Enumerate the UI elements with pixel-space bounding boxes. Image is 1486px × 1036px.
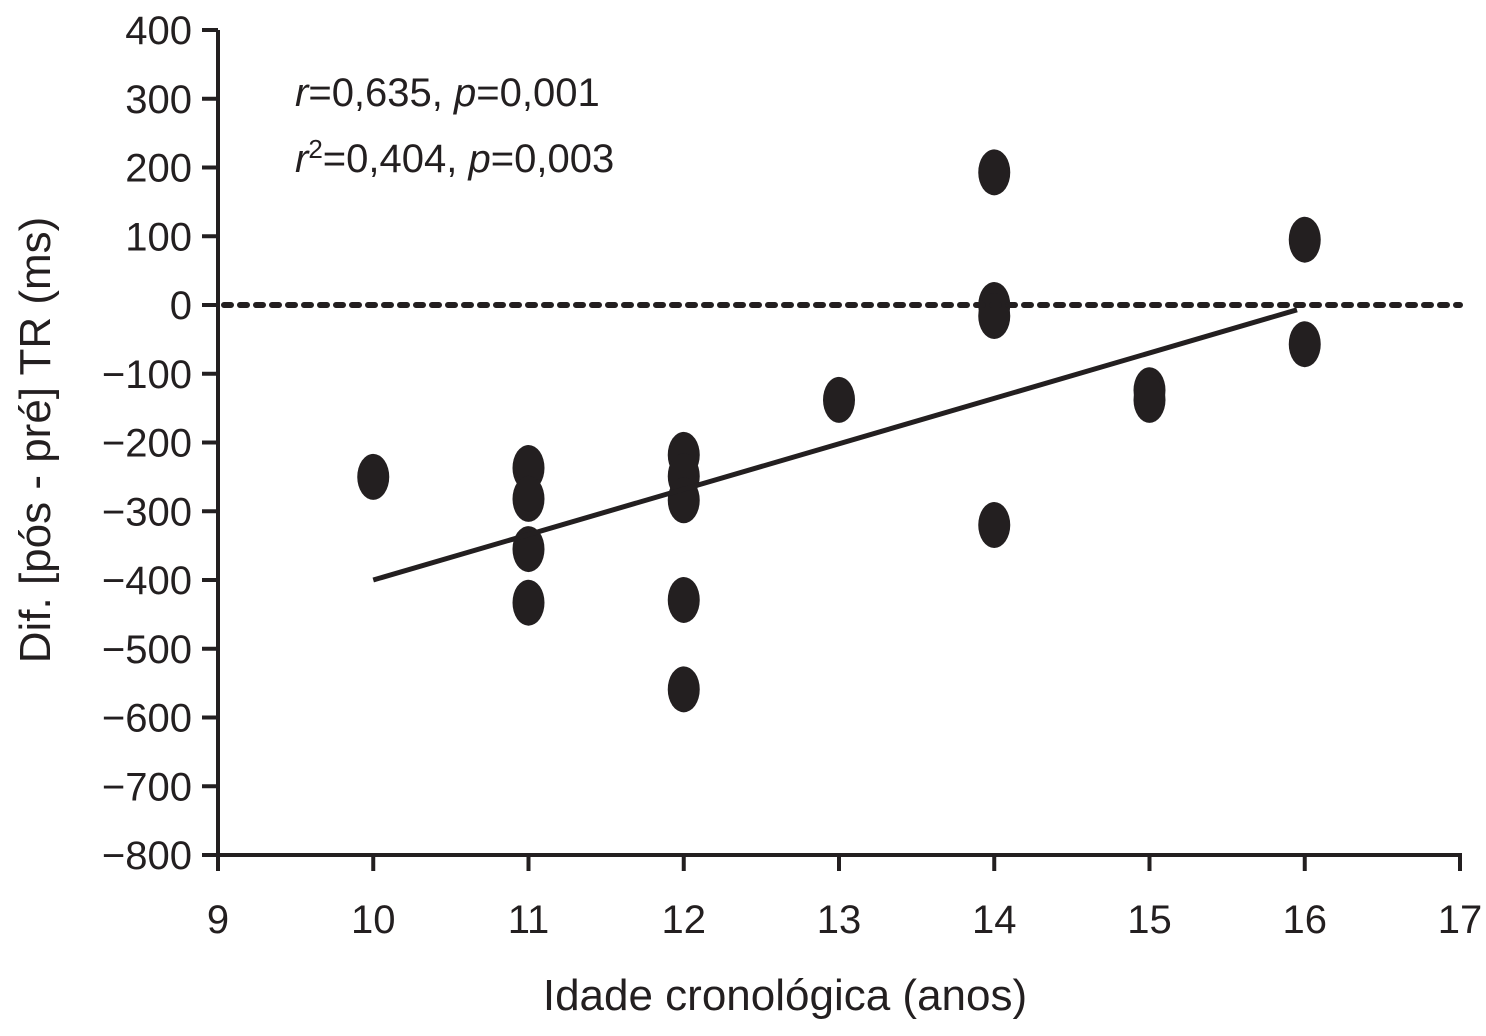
- data-point: [823, 376, 855, 423]
- y-tick-label: −100: [102, 353, 192, 397]
- x-tick-label: 12: [662, 898, 707, 942]
- data-point: [978, 293, 1011, 339]
- y-axis-label: Dif. [pós - pré] TR (ms): [11, 217, 60, 664]
- x-axis-label: Idade cronológica (anos): [543, 971, 1027, 1020]
- y-ticks: 400 300 200 100 0 −100 −200 −300 −400 −500 −600 −70…: [102, 9, 218, 878]
- data-point: [667, 576, 700, 623]
- data-point: [1288, 216, 1321, 263]
- y-tick-label: −300: [102, 490, 192, 534]
- x-tick-label: 16: [1283, 898, 1328, 942]
- data-point: [512, 475, 545, 522]
- y-tick-label: 200: [125, 147, 192, 191]
- y-tick-label: 400: [125, 9, 192, 53]
- x-ticks: 9 10 11 12 13 14 15 16 17: [207, 855, 1482, 942]
- y-tick-label: 100: [125, 215, 192, 259]
- annotation-r: r=0,635, p=0,001: [295, 71, 600, 115]
- y-tick-label: −500: [102, 628, 192, 672]
- y-tick-label: 0: [170, 284, 192, 328]
- y-tick-label: 300: [125, 78, 192, 122]
- x-tick-label: 11: [508, 898, 550, 942]
- data-point: [357, 453, 390, 500]
- annotation-r2: r2=0,404, p=0,003: [295, 134, 614, 181]
- y-tick-label: −400: [102, 559, 192, 603]
- x-tick-label: 17: [1438, 898, 1483, 942]
- x-tick-label: 13: [817, 898, 862, 942]
- data-point: [1288, 321, 1321, 368]
- data-point: [978, 502, 1011, 548]
- points-layer: [357, 149, 1321, 713]
- regression-line: [372, 307, 1298, 583]
- x-tick-label: 15: [1127, 898, 1172, 942]
- data-point: [1133, 376, 1166, 423]
- data-point: [512, 579, 545, 626]
- data-point: [667, 666, 700, 713]
- y-tick-label: −800: [102, 834, 192, 878]
- x-tick-label: 10: [351, 898, 396, 942]
- y-tick-label: −700: [102, 765, 192, 809]
- y-tick-label: −600: [102, 697, 192, 741]
- x-tick-label: 14: [972, 898, 1017, 942]
- x-tick-label: 9: [207, 898, 229, 942]
- y-tick-label: −200: [102, 422, 192, 466]
- data-point: [978, 149, 1011, 196]
